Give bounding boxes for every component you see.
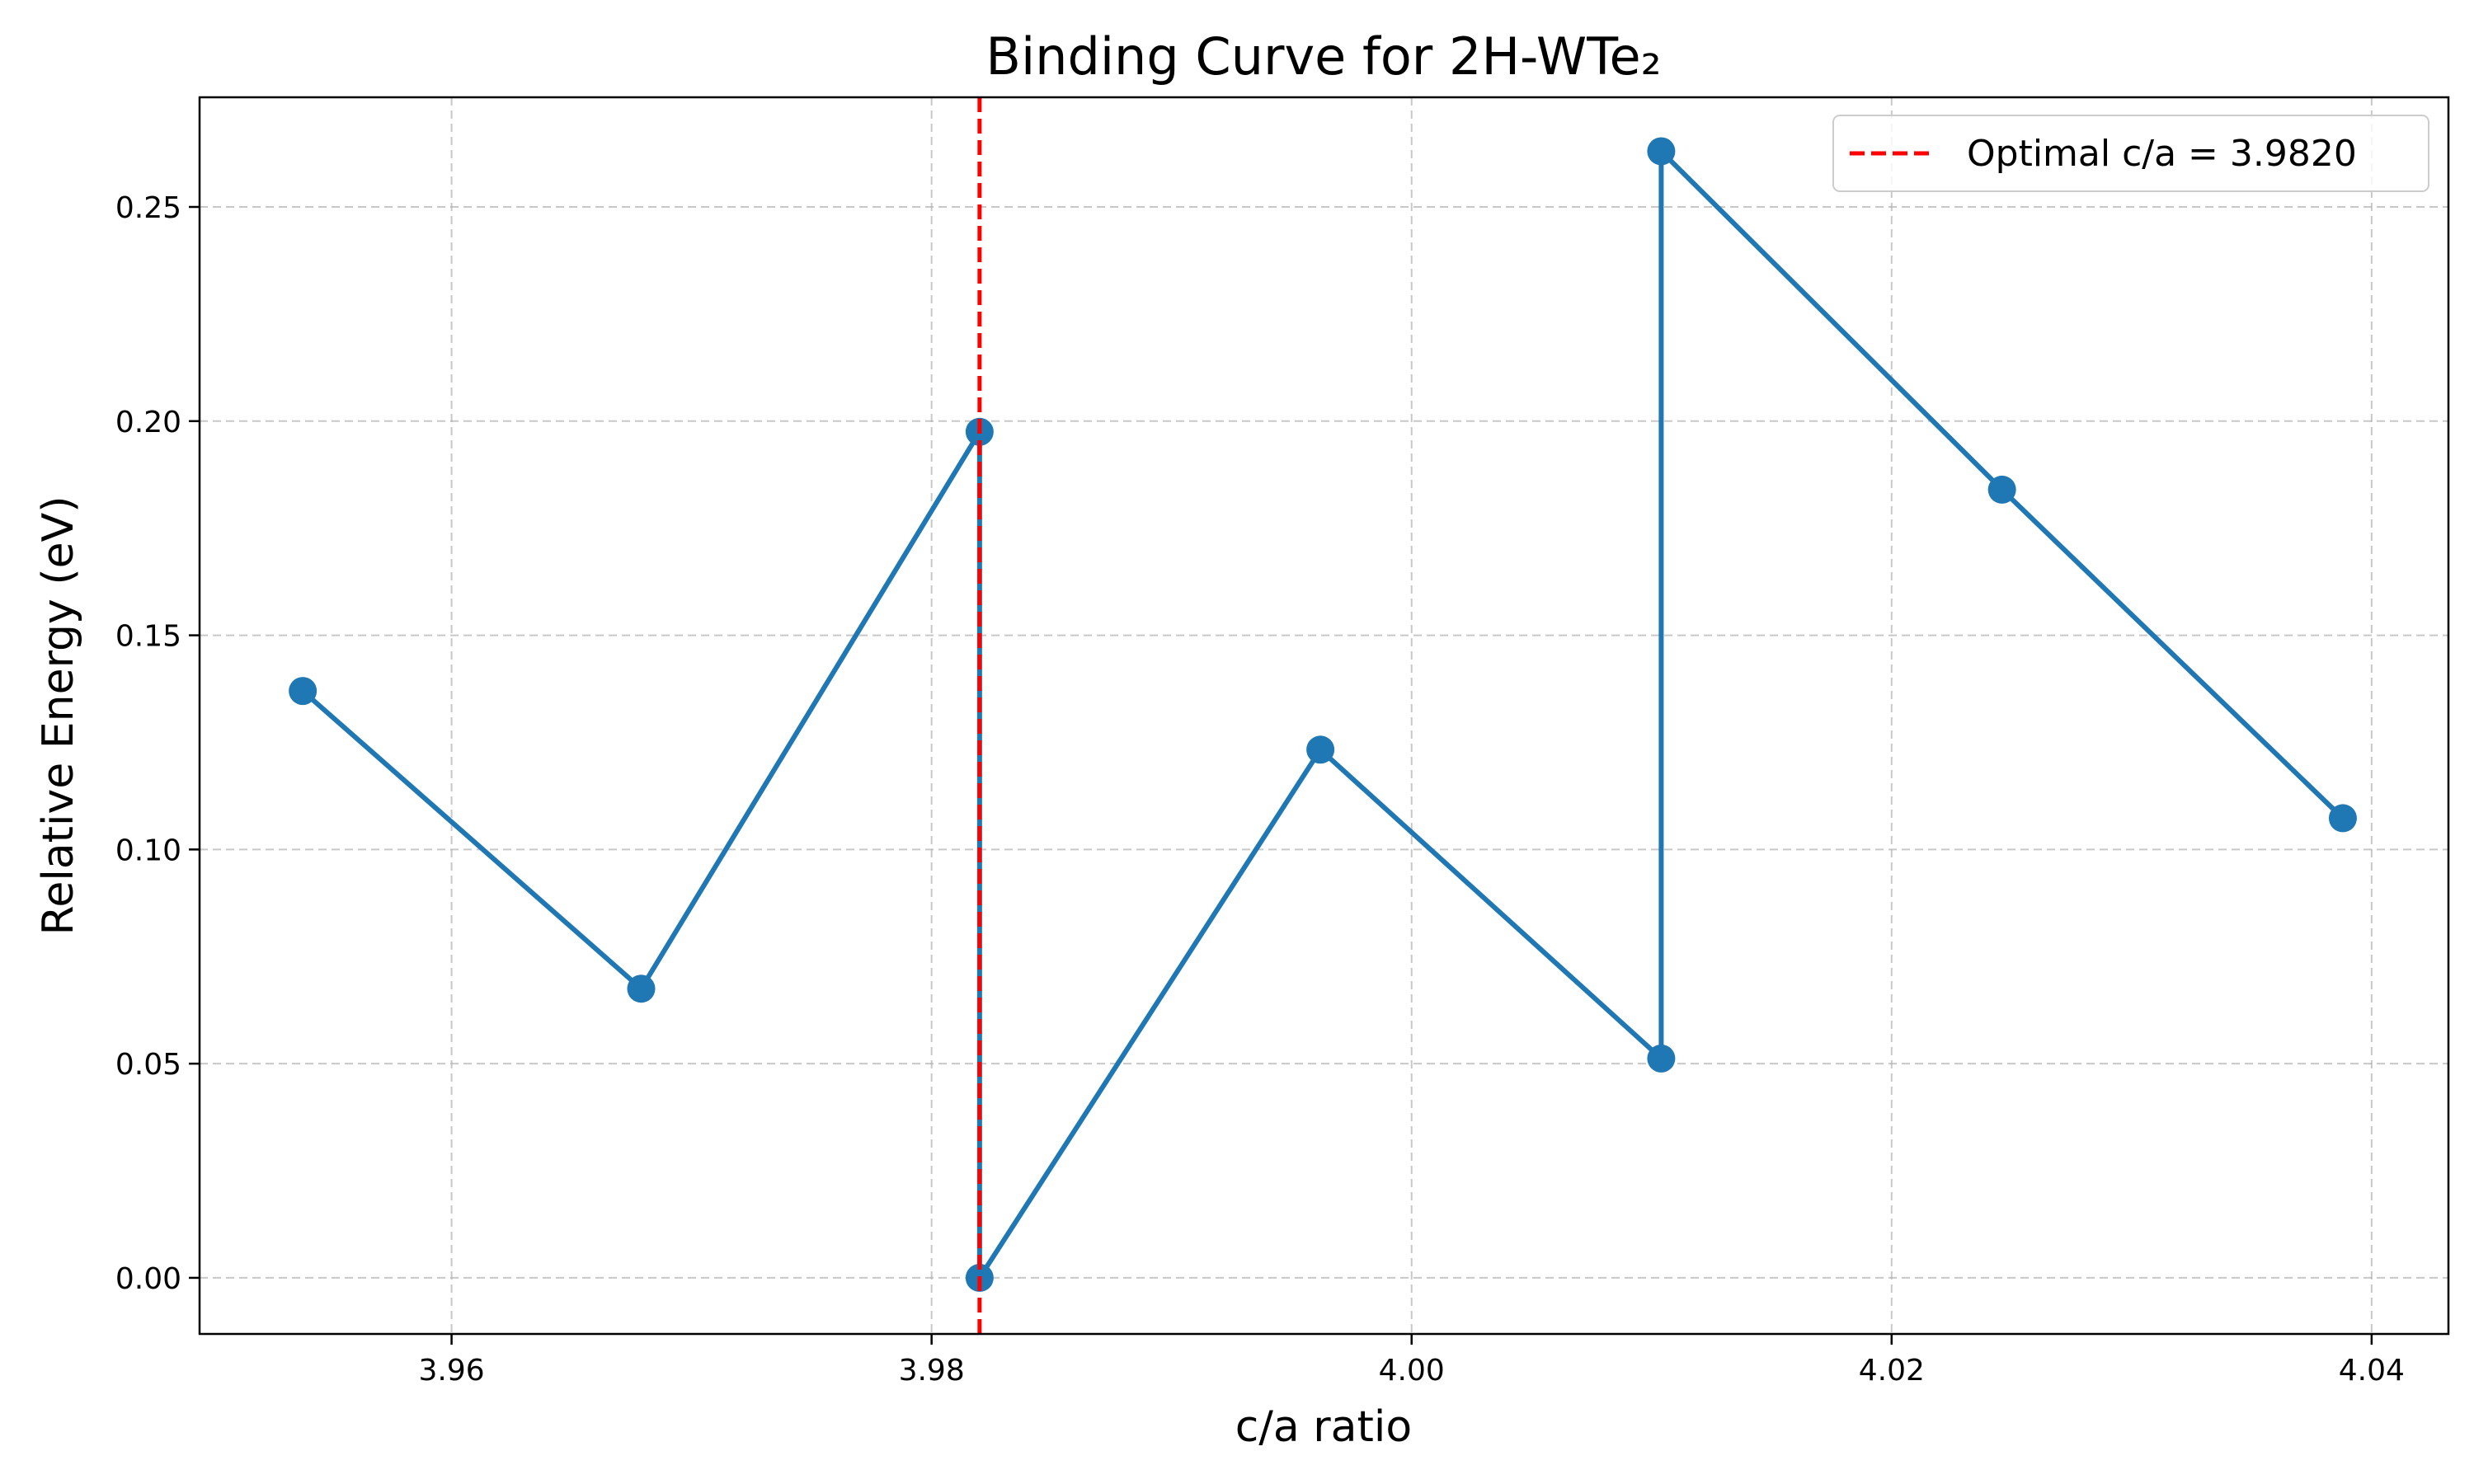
- y-tick-label: 0.25: [115, 191, 181, 225]
- x-axis-label: c/a ratio: [1235, 1402, 1412, 1452]
- grid-lines: [200, 97, 2448, 1334]
- legend-box: [1832, 115, 2429, 192]
- y-tick-label: 0.15: [115, 620, 181, 654]
- data-layer: [289, 97, 2357, 1334]
- x-tick-label: 4.00: [1379, 1354, 1445, 1388]
- data-point: [1987, 475, 2016, 504]
- x-tick-label: 3.96: [419, 1354, 485, 1388]
- legend: Optimal c/a = 3.9820: [1832, 115, 2429, 192]
- y-tick-label: 0.00: [115, 1262, 181, 1296]
- plot-frame: [198, 96, 2450, 1336]
- x-tick-label: 4.04: [2339, 1354, 2405, 1388]
- data-point: [1306, 735, 1335, 764]
- tick-layer: 3.96 3.98 4.00 4.02 4.04 0.00 0.05 0.10 0.15 0.20…: [115, 191, 2405, 1388]
- data-point: [1647, 137, 1676, 166]
- chart-title: Binding Curve for 2H-WTe₂: [985, 26, 1661, 87]
- y-tick-label: 0.20: [115, 406, 181, 439]
- y-axis-label: Relative Energy (eV): [34, 496, 83, 936]
- x-tick-label: 3.98: [899, 1354, 965, 1388]
- y-tick-label: 0.10: [115, 834, 181, 867]
- data-point: [2328, 804, 2357, 833]
- x-tick-label: 4.02: [1859, 1354, 1925, 1388]
- y-tick-label: 0.05: [115, 1048, 181, 1082]
- data-point: [289, 677, 317, 706]
- data-point: [1647, 1044, 1676, 1073]
- legend-entry-optimal: Optimal c/a = 3.9820: [1967, 133, 2357, 175]
- data-point: [627, 974, 656, 1003]
